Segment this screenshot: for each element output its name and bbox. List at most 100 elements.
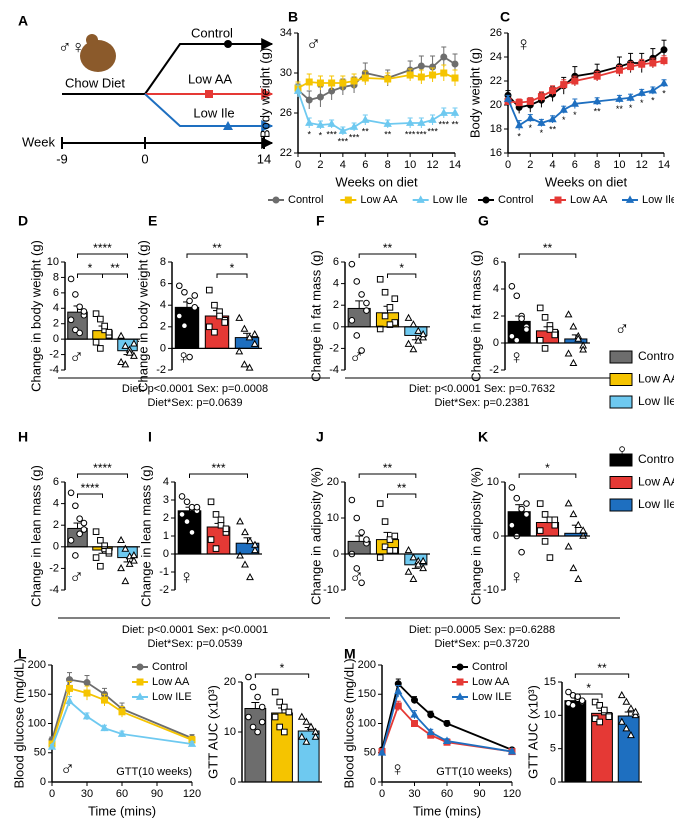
marker: [569, 702, 577, 709]
y-tick-label: 4: [333, 278, 339, 290]
marker: [615, 94, 624, 102]
significance: **: [597, 661, 607, 675]
marker: [456, 678, 464, 686]
marker: [593, 72, 601, 80]
marker: [551, 331, 559, 339]
marker: [394, 702, 402, 710]
marker: [417, 118, 426, 126]
marker: [579, 526, 588, 534]
x-tick-label: 120: [183, 788, 201, 800]
annotation: GTT(10 weeks): [436, 766, 512, 778]
y-tick-label: 6: [333, 256, 339, 268]
y-tick-label: 0: [53, 541, 59, 553]
marker: [305, 96, 313, 104]
legend-label: Low ILE: [472, 691, 512, 703]
marker: [574, 574, 583, 582]
marker: [536, 500, 544, 507]
marker: [302, 717, 311, 725]
y-axis-label: Change in fat mass (g): [308, 250, 323, 382]
marker: [450, 108, 460, 116]
y-tick-label: 22: [490, 75, 502, 87]
marker: [455, 692, 465, 700]
marker: [328, 79, 336, 87]
legend-swatch: [609, 350, 633, 364]
marker: [406, 71, 414, 79]
significance-bracket: [387, 273, 417, 278]
group-marker: [223, 121, 233, 130]
marker: [569, 322, 578, 330]
series-line: [381, 689, 513, 753]
y-tick-label: 10: [47, 256, 59, 268]
legend-label: Control: [638, 349, 674, 363]
marker: [136, 678, 144, 686]
marker: [105, 547, 113, 555]
significance: ***: [416, 129, 427, 139]
y-tick-label: 2: [160, 321, 166, 333]
marker: [440, 69, 448, 77]
y-tick-label: -4: [329, 364, 339, 376]
significance: *: [562, 115, 566, 125]
panel-label: E: [148, 213, 157, 229]
panel-label: M: [344, 646, 356, 662]
marker: [258, 718, 266, 726]
annotation: GTT(10 weeks): [116, 766, 192, 778]
significance: **: [212, 241, 222, 255]
marker: [212, 511, 220, 518]
y-tick-label: 5: [550, 743, 556, 755]
y-axis-label: GTT AUC (x10³): [525, 685, 540, 779]
marker: [285, 708, 293, 716]
marker: [193, 503, 201, 511]
significance: **: [384, 129, 392, 139]
marker: [272, 196, 280, 204]
y-tick-label: 1: [163, 530, 169, 542]
y-tick-label: -10: [483, 584, 499, 596]
marker: [349, 122, 359, 130]
y-tick-label: 0: [333, 321, 339, 333]
y-axis-label: Blood glucose (mg/dL): [11, 658, 26, 788]
sex-symbol: ♀: [176, 346, 191, 368]
y-tick-label: 0: [493, 530, 499, 542]
marker: [235, 347, 244, 355]
arrow: [144, 38, 274, 95]
significance: *: [280, 661, 285, 675]
y-axis-label: Change in body weight (g): [135, 240, 150, 392]
mouse-ear: [86, 34, 98, 46]
x-tick-label: 14: [449, 159, 461, 171]
marker: [276, 723, 284, 731]
x-axis-label: Time (mins): [88, 803, 156, 818]
significance: **: [383, 241, 393, 255]
marker: [541, 345, 549, 352]
timeline-tick-label: 14: [257, 151, 271, 166]
marker: [67, 537, 75, 544]
marker: [338, 126, 348, 134]
marker: [381, 518, 389, 525]
marker: [376, 554, 384, 561]
sex-symbol: ♀: [516, 33, 531, 55]
marker: [258, 703, 266, 711]
significance: *: [651, 96, 655, 106]
marker: [245, 363, 254, 371]
marker: [348, 317, 356, 324]
marker: [186, 353, 193, 361]
marker: [518, 315, 525, 323]
y-tick-label: -1: [159, 566, 169, 578]
marker: [508, 484, 516, 491]
marker: [82, 711, 92, 720]
marker: [249, 723, 257, 731]
marker: [638, 60, 646, 68]
marker: [381, 312, 389, 320]
legend-label: Control: [288, 194, 323, 206]
marker: [105, 328, 113, 336]
legend-swatch: [609, 453, 633, 467]
marker: [125, 559, 134, 567]
marker: [178, 511, 186, 518]
marker: [419, 564, 428, 572]
marker: [178, 493, 186, 500]
legend-label: Low Ile: [642, 194, 674, 206]
marker: [549, 87, 557, 95]
y-tick-label: 20: [490, 99, 502, 111]
y-axis-label: Blood glucose (mg/dL): [341, 658, 356, 788]
marker: [514, 120, 524, 129]
significance: ***: [338, 136, 349, 146]
